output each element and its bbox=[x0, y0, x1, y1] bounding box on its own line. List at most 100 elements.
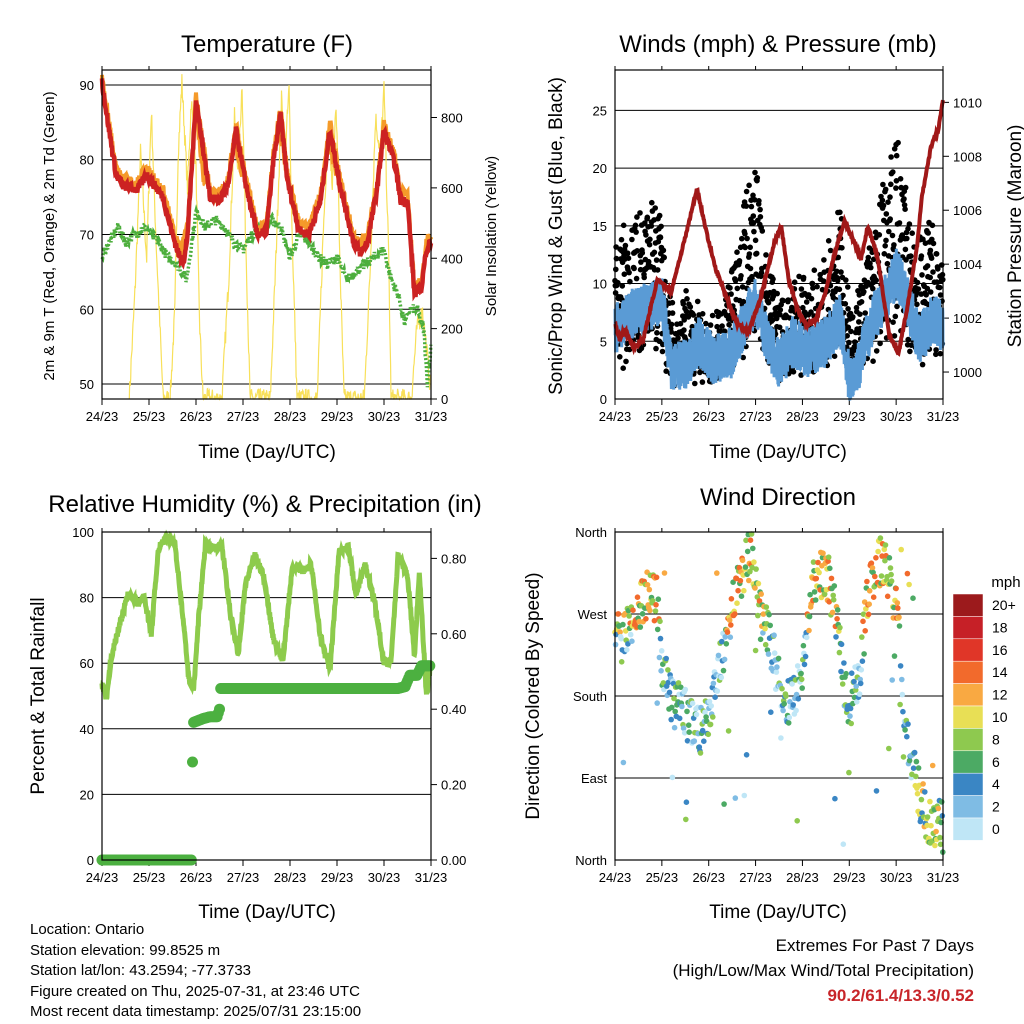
temperature-xtick-label: 24/23 bbox=[86, 409, 119, 424]
wind-direction-point bbox=[744, 548, 751, 555]
gust-point bbox=[746, 251, 753, 257]
gust-point bbox=[856, 329, 862, 336]
wind-direction-point bbox=[836, 649, 843, 656]
wind-direction-point bbox=[644, 582, 651, 588]
gust-point bbox=[728, 291, 734, 297]
wind-direction-point bbox=[794, 663, 801, 669]
wind-direction-point bbox=[894, 600, 901, 606]
gust-point bbox=[734, 249, 740, 255]
wind-direction-point bbox=[898, 546, 904, 553]
wind-direction-point bbox=[773, 669, 780, 675]
speed-legend-label: 4 bbox=[992, 776, 1000, 792]
winds-ytick-label: 20 bbox=[593, 161, 607, 176]
wind-direction-point bbox=[712, 694, 718, 700]
wind-direction-point bbox=[873, 788, 880, 794]
gust-point bbox=[697, 369, 703, 376]
wind-direction-point bbox=[937, 841, 944, 848]
gust-point bbox=[642, 220, 648, 226]
wind-direction-point bbox=[802, 653, 809, 660]
wind-direction-point bbox=[724, 629, 731, 635]
wind-direction-point bbox=[626, 613, 632, 619]
wind-direction-point bbox=[857, 680, 864, 687]
wind-direction-point bbox=[676, 715, 683, 722]
humidity-line bbox=[99, 529, 434, 700]
gust-point bbox=[836, 286, 843, 293]
wind-direction-point bbox=[721, 801, 727, 807]
wind-direction-xtick-label: 25/23 bbox=[646, 870, 679, 885]
wind-direction-point bbox=[746, 577, 752, 584]
gust-point bbox=[925, 230, 931, 236]
wind-direction-point bbox=[826, 599, 832, 605]
gust-point bbox=[747, 265, 754, 272]
gust-point bbox=[624, 340, 630, 347]
wind-direction-point bbox=[793, 691, 800, 698]
wind-direction-point bbox=[827, 565, 833, 572]
humidity-xtick-label: 28/23 bbox=[274, 870, 307, 885]
wind-direction-point bbox=[813, 575, 820, 582]
gust-point bbox=[876, 232, 883, 238]
wind-direction-point bbox=[905, 721, 911, 727]
gust-point bbox=[892, 313, 899, 320]
gust-point bbox=[638, 259, 644, 265]
gust-point bbox=[887, 216, 893, 222]
wind-direction-point bbox=[933, 828, 939, 835]
gust-point bbox=[842, 301, 849, 307]
winds-right-tick-label: 1000 bbox=[953, 365, 982, 380]
wind-direction-point bbox=[675, 680, 682, 686]
wind-direction-point bbox=[829, 609, 836, 616]
temperature-right-tick-label: 0 bbox=[441, 392, 448, 407]
gust-point bbox=[936, 284, 943, 291]
gust-point bbox=[891, 242, 897, 248]
temperature-xtick-label: 28/23 bbox=[274, 409, 307, 424]
temperature-ytick-label: 90 bbox=[80, 78, 94, 93]
wind-direction-point bbox=[866, 588, 873, 594]
gust-point bbox=[927, 289, 934, 295]
extremes-subtitle: (High/Low/Max Wind/Total Precipitation) bbox=[672, 961, 974, 980]
winds-xtick-label: 26/23 bbox=[692, 409, 725, 424]
gust-point bbox=[707, 322, 714, 328]
wind-direction-point bbox=[714, 688, 721, 694]
wind-direction-point bbox=[706, 698, 713, 705]
speed-legend-label: 18 bbox=[992, 619, 1008, 635]
gust-point bbox=[902, 184, 909, 191]
wind-direction-point bbox=[752, 647, 759, 654]
gust-point bbox=[934, 279, 940, 285]
gust-point bbox=[717, 328, 724, 334]
gust-point bbox=[751, 228, 757, 235]
winds-xtick-label: 29/23 bbox=[833, 409, 866, 424]
wind-direction-point bbox=[705, 731, 712, 738]
gust-point bbox=[866, 245, 873, 251]
wind-direction-point bbox=[830, 592, 836, 599]
gust-point bbox=[617, 354, 623, 360]
gust-point bbox=[648, 223, 655, 229]
gust-point bbox=[846, 339, 852, 346]
gust-point bbox=[838, 269, 844, 275]
wind-direction-point bbox=[839, 681, 846, 687]
gust-point bbox=[905, 226, 911, 232]
gust-point bbox=[808, 295, 815, 302]
gust-point bbox=[757, 214, 764, 220]
wind-direction-point bbox=[669, 774, 676, 781]
gust-point bbox=[798, 286, 805, 292]
wind-direction-point bbox=[866, 601, 872, 607]
wind-direction-point bbox=[656, 654, 663, 661]
winds-right-tick-label: 1010 bbox=[953, 95, 982, 110]
wind-direction-point bbox=[896, 623, 903, 629]
wind-direction-point bbox=[800, 642, 807, 649]
gust-point bbox=[933, 347, 939, 353]
wind-direction-point bbox=[882, 542, 889, 548]
gust-point bbox=[882, 186, 889, 193]
wind-direction-point bbox=[668, 716, 674, 723]
temperature-ytick-label: 80 bbox=[80, 153, 94, 168]
wind-direction-point bbox=[937, 834, 943, 841]
gust-point bbox=[881, 251, 888, 257]
gust-point bbox=[843, 277, 849, 283]
gust-point bbox=[756, 198, 762, 204]
gust-point bbox=[887, 194, 893, 200]
wind-direction-point bbox=[927, 798, 933, 805]
gust-point bbox=[661, 254, 667, 261]
speed-legend-swatch bbox=[952, 728, 984, 752]
gust-point bbox=[677, 320, 684, 327]
gust-point bbox=[867, 260, 873, 267]
gust-point bbox=[809, 280, 816, 287]
